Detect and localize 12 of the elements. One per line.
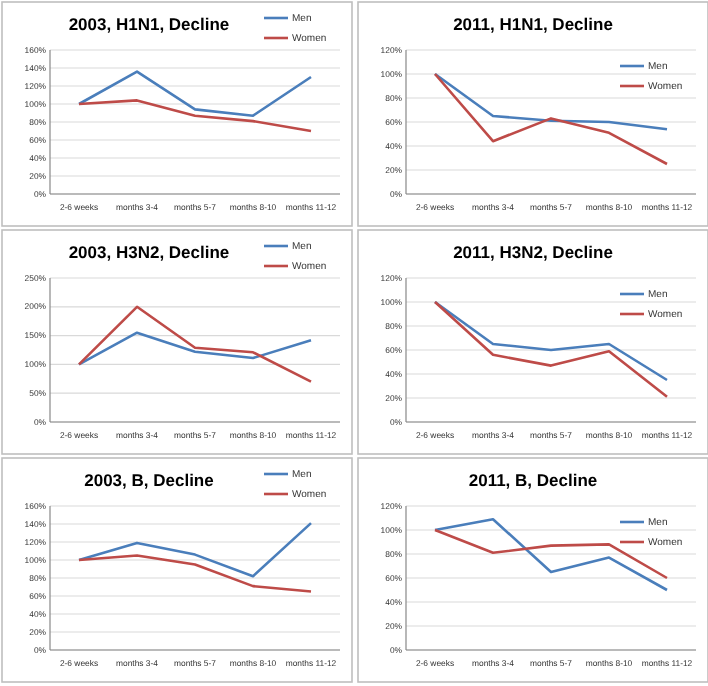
chart-title: 2003, H3N2, Decline <box>68 242 230 262</box>
chart-title: 2011, H3N2, Decline <box>453 242 614 262</box>
line-series <box>77 99 313 133</box>
chart-title: 2011, B, Decline <box>468 470 598 490</box>
line-series <box>77 521 313 578</box>
chart-title: 2003, B, Decline <box>84 470 215 490</box>
line-series <box>77 305 313 383</box>
line-series <box>77 554 313 593</box>
line-series <box>77 70 313 117</box>
chart-title: 2011, H1N1, Decline <box>453 14 614 34</box>
chart-title: 2003, H1N1, Decline <box>68 14 230 34</box>
line-series <box>77 331 313 366</box>
